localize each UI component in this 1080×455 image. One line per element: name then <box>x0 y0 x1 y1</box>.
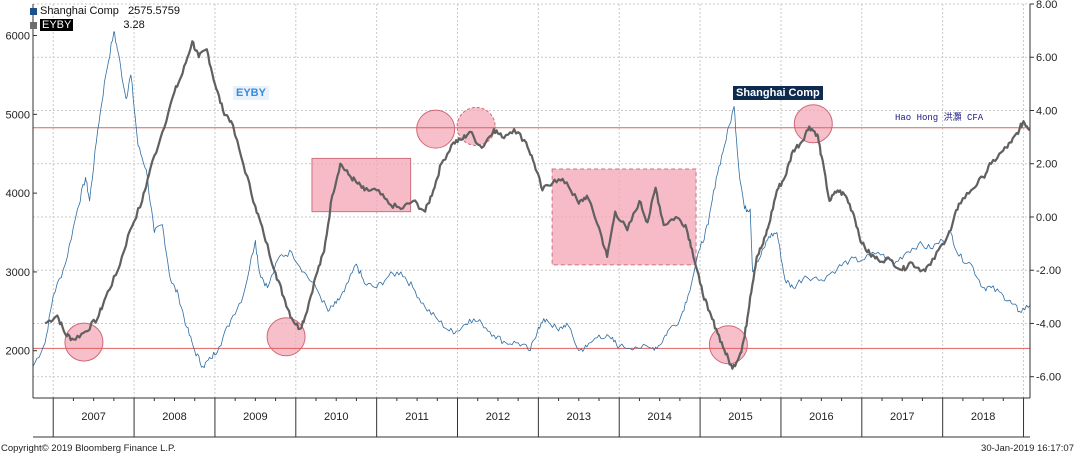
legend-label-shanghai: Shanghai Comp <box>40 5 119 17</box>
x-axis-tick-label: 2009 <box>243 411 267 423</box>
legend-swatch-eyby <box>30 21 37 29</box>
right-axis-tick-label: -2.00 <box>1036 265 1061 277</box>
x-axis-tick-label: 2013 <box>567 411 591 423</box>
legend: Shanghai Comp 2575.5759 EYBY 3.28 <box>30 4 180 32</box>
right-axis-tick-label: 2.00 <box>1036 159 1057 171</box>
x-axis-tick-label: 2018 <box>971 411 995 423</box>
x-axis-tick-label: 2014 <box>647 411 671 423</box>
x-axis-tick-label: 2017 <box>890 411 914 423</box>
x-axis-tick-label: 2011 <box>405 411 429 423</box>
x-axis-tick-label: 2008 <box>162 411 186 423</box>
series-line-shanghai-comp <box>32 31 1031 368</box>
right-axis-tick-label: 8.00 <box>1036 0 1057 11</box>
timestamp-text: 30-Jan-2019 16:17:07 <box>981 443 1074 454</box>
highlight-box-2 <box>551 168 697 266</box>
reference-lines <box>33 127 1030 349</box>
highlight-circle-2 <box>266 317 306 357</box>
legend-value-shanghai: 2575.5759 <box>128 5 180 17</box>
series-line-eyby <box>44 40 1030 370</box>
highlight-circle-6 <box>793 104 833 144</box>
highlight-layer <box>64 104 833 365</box>
x-axis-tick-label: 2007 <box>81 411 105 423</box>
left-axis-tick-label: 2000 <box>6 346 30 358</box>
annotation-eyby: EYBY <box>233 86 269 100</box>
left-axis-tick-label: 3000 <box>6 267 30 279</box>
right-axis-tick-label: 0.00 <box>1036 212 1057 224</box>
gridlines <box>33 3 1030 398</box>
right-axis-tick-label: -4.00 <box>1036 318 1061 330</box>
left-axis-tick-label: 5000 <box>6 109 30 121</box>
x-axis-tick-label: 2015 <box>728 411 752 423</box>
copyright-text: Copyright© 2019 Bloomberg Finance L.P. <box>1 443 176 454</box>
legend-label-eyby: EYBY <box>40 19 74 31</box>
highlight-circle-1 <box>64 322 104 362</box>
legend-swatch-shanghai <box>30 7 37 15</box>
right-axis-tick-label: -6.00 <box>1036 372 1061 384</box>
x-axis-tick-label: 2016 <box>809 411 833 423</box>
right-axis-tick-label: 4.00 <box>1036 105 1057 117</box>
highlight-circle-3 <box>416 109 456 149</box>
right-axis-tick-label: 6.00 <box>1036 52 1057 64</box>
legend-item-eyby: EYBY 3.28 <box>30 18 180 32</box>
left-axis-tick-label: 4000 <box>6 188 30 200</box>
axes: 2000 3000 4000 5000 6000 -6.00 -4.00 -2.00 0.00 2… <box>6 0 1061 438</box>
legend-value-eyby: 3.28 <box>123 19 145 31</box>
author-note: Hao Hong 洪灝 CFA <box>895 113 984 123</box>
annotation-shanghai-comp: Shanghai Comp <box>733 86 823 100</box>
series-layer <box>32 31 1031 370</box>
left-axis-tick-label: 6000 <box>6 31 30 43</box>
x-axis-tick-label: 2010 <box>324 411 348 423</box>
x-axis-tick-label: 2012 <box>486 411 510 423</box>
legend-item-shanghai: Shanghai Comp 2575.5759 <box>30 4 180 18</box>
